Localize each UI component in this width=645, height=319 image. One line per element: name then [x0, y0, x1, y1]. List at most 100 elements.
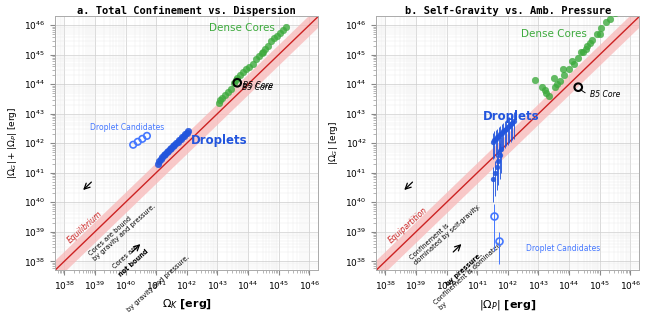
Point	[226, 86, 236, 91]
Point	[605, 17, 615, 22]
Text: Droplets: Droplets	[483, 110, 540, 123]
Point	[573, 85, 583, 90]
Point	[537, 85, 547, 90]
Point	[229, 80, 239, 85]
Point	[266, 39, 276, 44]
Point	[157, 154, 168, 159]
Point	[539, 88, 550, 93]
Point	[133, 139, 143, 144]
Point	[530, 77, 541, 82]
Point	[582, 43, 593, 48]
Point	[177, 135, 187, 140]
Point	[154, 159, 164, 164]
Point	[253, 54, 264, 59]
Text: Droplet Candidates: Droplet Candidates	[526, 243, 600, 253]
Point	[168, 144, 178, 149]
Point	[213, 101, 224, 106]
Text: by gravity and pressure.: by gravity and pressure.	[126, 254, 190, 313]
Point	[272, 33, 282, 38]
Text: B5 Core: B5 Core	[242, 83, 272, 92]
Point	[183, 129, 194, 134]
Point	[232, 80, 243, 85]
Point	[166, 145, 177, 150]
Text: B5 Core: B5 Core	[243, 81, 273, 90]
Title: b. Self-Gravity vs. Amb. Pressure: b. Self-Gravity vs. Amb. Pressure	[404, 5, 611, 16]
Point	[250, 56, 261, 62]
Text: by pressure.: by pressure.	[445, 251, 484, 286]
Point	[550, 85, 561, 90]
Point	[223, 89, 233, 94]
Point	[163, 148, 174, 153]
Text: Cores are bound
by gravity and pressure.: Cores are bound by gravity and pressure.	[87, 198, 157, 263]
Text: Dense Cores: Dense Cores	[521, 29, 587, 39]
Point	[215, 98, 226, 103]
Point	[220, 92, 230, 97]
Point	[159, 152, 169, 158]
Point	[152, 161, 163, 167]
Point	[238, 70, 248, 75]
Point	[578, 49, 588, 54]
Point	[171, 141, 181, 146]
Point	[587, 37, 597, 42]
Point	[585, 41, 595, 46]
Point	[567, 58, 577, 63]
Point	[257, 51, 267, 56]
Point	[164, 147, 175, 152]
Point	[600, 20, 611, 25]
Point	[269, 36, 279, 41]
Text: not bound: not bound	[118, 248, 150, 278]
Point	[174, 138, 184, 143]
Point	[281, 24, 292, 29]
Point	[232, 76, 243, 81]
Point	[155, 157, 166, 162]
Point	[541, 91, 551, 96]
Point	[580, 46, 591, 51]
Point	[217, 95, 227, 100]
Point	[564, 67, 574, 72]
Point	[241, 67, 252, 72]
Point	[142, 133, 152, 138]
Point	[172, 139, 183, 144]
Point	[278, 27, 288, 32]
Point	[258, 49, 268, 54]
Point	[137, 136, 148, 141]
Point	[235, 73, 246, 78]
Point	[248, 61, 258, 66]
Text: Cores are: Cores are	[112, 242, 141, 270]
Point	[230, 77, 241, 82]
Point	[573, 55, 583, 60]
Text: Confinement is
dominated by self-gravity.: Confinement is dominated by self-gravity…	[408, 198, 482, 266]
Point	[275, 30, 285, 35]
Point	[170, 142, 180, 147]
Text: Equipartition: Equipartition	[387, 205, 430, 245]
Point	[568, 61, 579, 66]
Text: B5 Core: B5 Core	[580, 89, 620, 100]
Point	[555, 79, 565, 84]
Text: Confinement is dominated
by: Confinement is dominated by	[433, 242, 508, 311]
Point	[551, 82, 562, 87]
Point	[558, 67, 568, 72]
Point	[244, 64, 255, 69]
Text: Equilibrium: Equilibrium	[66, 209, 104, 245]
Point	[559, 73, 570, 78]
Y-axis label: $|\Omega_G|$ [erg]: $|\Omega_G|$ [erg]	[326, 121, 340, 165]
Point	[175, 136, 186, 141]
Point	[128, 142, 138, 147]
Text: Droplets: Droplets	[192, 134, 248, 147]
Point	[179, 133, 189, 138]
Point	[181, 130, 192, 136]
X-axis label: $\Omega_K$ [erg]: $\Omega_K$ [erg]	[162, 298, 212, 311]
Point	[591, 32, 602, 37]
Point	[596, 26, 606, 31]
X-axis label: $|\Omega_P|$ [erg]: $|\Omega_P|$ [erg]	[479, 298, 537, 312]
Y-axis label: $|\Omega_G|+|\Omega_P|$ [erg]: $|\Omega_G|+|\Omega_P|$ [erg]	[6, 107, 19, 179]
Point	[259, 46, 270, 51]
Point	[595, 32, 605, 37]
Point	[576, 49, 586, 54]
Point	[544, 93, 554, 99]
Text: Dense Cores: Dense Cores	[209, 23, 275, 33]
Point	[610, 11, 620, 16]
Point	[263, 43, 273, 48]
Point	[162, 150, 172, 155]
Point	[180, 132, 190, 137]
